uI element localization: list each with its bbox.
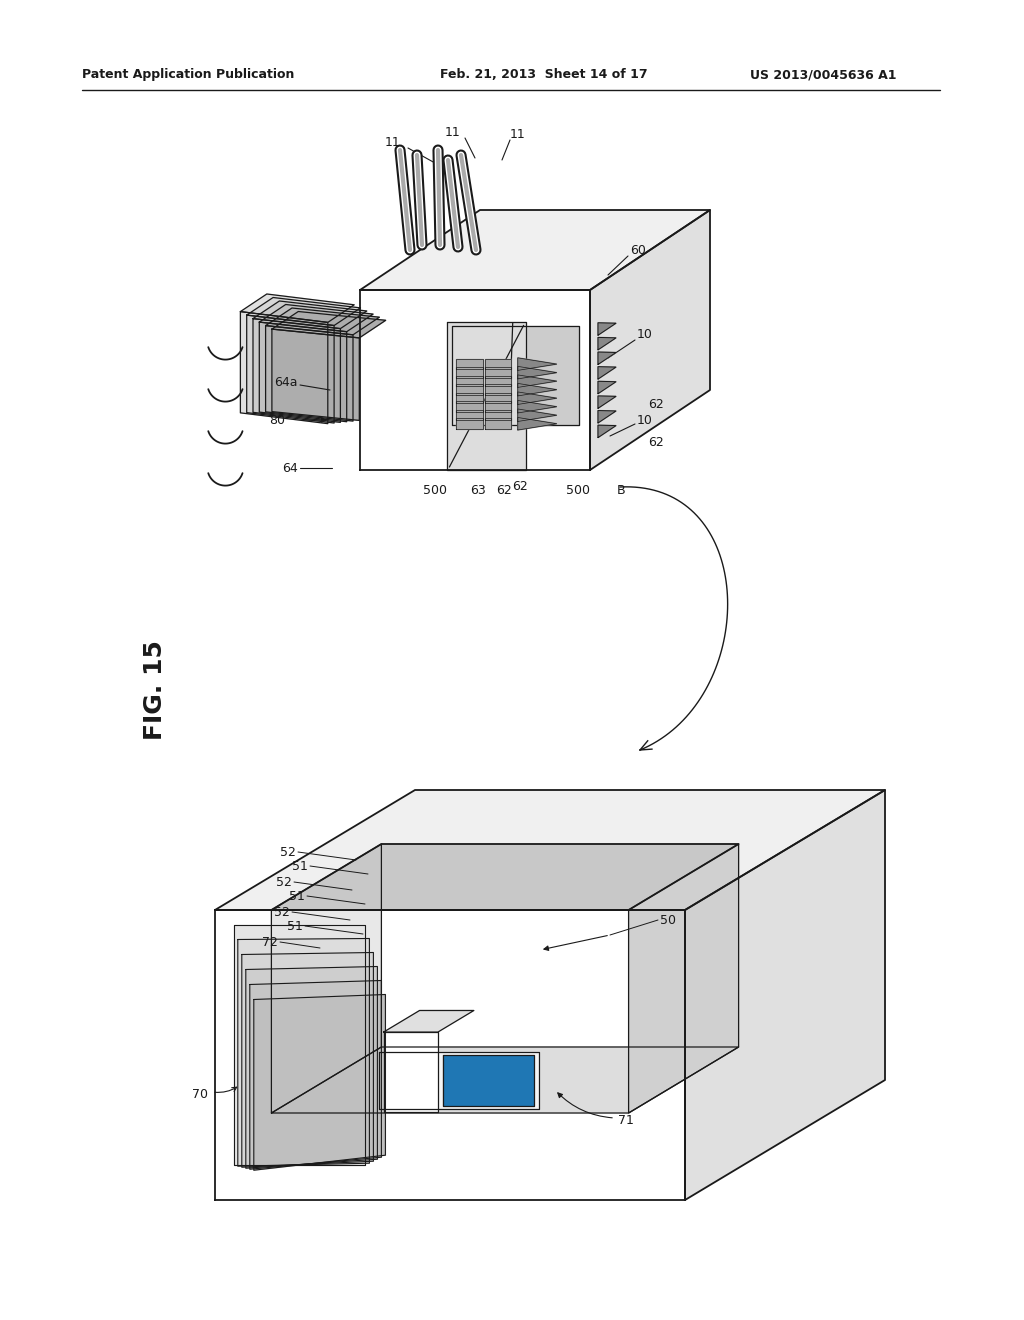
Polygon shape [456,376,482,387]
Polygon shape [272,329,359,420]
Text: 51: 51 [292,859,308,873]
Text: 64: 64 [283,462,298,474]
Polygon shape [384,1011,474,1032]
Polygon shape [271,843,738,909]
Polygon shape [247,297,360,326]
Polygon shape [360,290,590,470]
Text: 70: 70 [193,1089,208,1101]
Text: 10: 10 [637,413,653,426]
Polygon shape [484,411,511,421]
Polygon shape [484,418,511,429]
Polygon shape [518,375,557,387]
Polygon shape [456,393,482,404]
Polygon shape [484,384,511,395]
Text: 60: 60 [630,243,646,256]
Polygon shape [238,939,370,1166]
Text: 10: 10 [637,329,653,342]
Polygon shape [241,312,328,424]
Polygon shape [590,210,710,470]
Polygon shape [456,359,482,370]
Polygon shape [452,326,579,425]
Polygon shape [242,953,374,1167]
Polygon shape [598,425,616,438]
Text: B: B [617,483,626,496]
Polygon shape [598,338,616,350]
Polygon shape [265,326,353,421]
Polygon shape [518,383,557,396]
Polygon shape [247,315,334,422]
Polygon shape [484,367,511,378]
Polygon shape [442,1055,535,1106]
Text: 51: 51 [289,890,305,903]
Text: 52: 52 [276,875,292,888]
Polygon shape [518,367,557,379]
Text: Feb. 21, 2013  Sheet 14 of 17: Feb. 21, 2013 Sheet 14 of 17 [440,69,647,81]
Polygon shape [629,843,738,1113]
Polygon shape [484,401,511,412]
Polygon shape [456,384,482,395]
Polygon shape [215,789,885,909]
Text: 11: 11 [385,136,400,149]
Polygon shape [598,352,616,364]
Text: 51: 51 [287,920,303,932]
Polygon shape [447,322,525,470]
Polygon shape [456,401,482,412]
Polygon shape [518,400,557,413]
Text: 64a: 64a [274,375,298,388]
Polygon shape [253,301,367,329]
Text: 62: 62 [648,399,664,412]
Polygon shape [259,322,347,421]
Polygon shape [598,411,616,422]
Polygon shape [456,411,482,421]
Text: 62: 62 [496,483,512,496]
Text: 63: 63 [470,483,485,496]
Polygon shape [254,994,385,1171]
Polygon shape [253,318,340,422]
Text: 72: 72 [262,936,278,949]
Text: 11: 11 [510,128,525,141]
Polygon shape [233,924,366,1166]
Text: 500: 500 [423,483,447,496]
Polygon shape [518,358,557,371]
Text: 71: 71 [618,1114,634,1126]
Text: 80: 80 [269,413,285,426]
Polygon shape [250,981,381,1170]
Polygon shape [484,393,511,404]
Polygon shape [518,392,557,404]
Polygon shape [246,966,378,1168]
Polygon shape [456,418,482,429]
Polygon shape [518,417,557,430]
Polygon shape [265,308,380,335]
Polygon shape [518,409,557,421]
Text: 62: 62 [648,437,664,450]
Polygon shape [598,396,616,408]
Polygon shape [360,210,710,290]
Polygon shape [215,909,685,1200]
Polygon shape [598,367,616,379]
Polygon shape [379,1052,540,1109]
Polygon shape [271,843,381,1113]
Polygon shape [484,376,511,387]
Polygon shape [259,305,373,331]
Text: 52: 52 [274,906,290,919]
Text: 52: 52 [281,846,296,858]
Text: 62: 62 [512,480,528,494]
Text: 50: 50 [660,913,676,927]
Text: US 2013/0045636 A1: US 2013/0045636 A1 [750,69,896,81]
Text: 500: 500 [566,483,590,496]
Polygon shape [271,1047,738,1113]
Text: 11: 11 [445,127,461,140]
Polygon shape [685,789,885,1200]
Polygon shape [272,312,386,338]
Polygon shape [456,367,482,378]
Polygon shape [598,323,616,335]
Polygon shape [241,294,354,322]
Polygon shape [484,359,511,370]
Text: FIG. 15: FIG. 15 [143,640,167,741]
Polygon shape [384,1032,438,1111]
Polygon shape [598,381,616,393]
Text: Patent Application Publication: Patent Application Publication [82,69,294,81]
